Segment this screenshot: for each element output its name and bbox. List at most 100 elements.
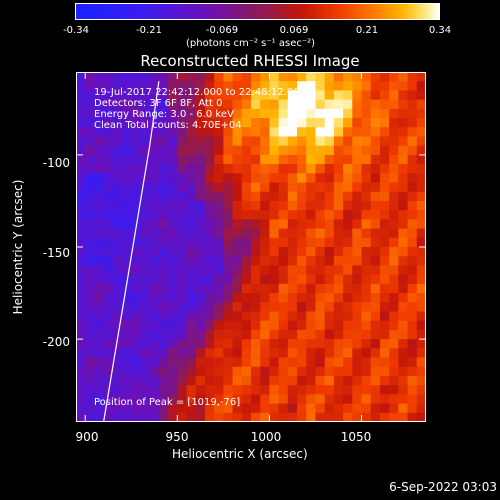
- heatmap-cell: [204, 182, 215, 193]
- heatmap-cell: [361, 348, 372, 359]
- heatmap-cell: [223, 265, 234, 276]
- heatmap-cell: [398, 366, 409, 377]
- heatmap-cell: [269, 293, 280, 303]
- heatmap-cell: [416, 385, 426, 395]
- heatmap-cell: [168, 81, 178, 92]
- heatmap-cell: [352, 164, 363, 174]
- heatmap-cell: [232, 72, 243, 82]
- heatmap-cell: [297, 394, 307, 405]
- heatmap-cell: [195, 237, 206, 248]
- heatmap-cell: [297, 173, 307, 184]
- heatmap-cell: [204, 320, 215, 331]
- heatmap-cell: [389, 72, 399, 82]
- heatmap-cell: [112, 173, 123, 184]
- heatmap-cell: [112, 210, 123, 220]
- heatmap-cell: [333, 385, 344, 395]
- heatmap-cell: [168, 90, 178, 101]
- heatmap-cell: [407, 375, 418, 386]
- heatmap-cell: [168, 164, 178, 174]
- heatmap-cell: [352, 412, 363, 422]
- heatmap-cell: [287, 329, 298, 340]
- heatmap-cell: [76, 164, 86, 174]
- heatmap-cell: [140, 274, 151, 285]
- heatmap-cell: [177, 182, 188, 193]
- heatmap-cell: [186, 191, 197, 202]
- heatmap-cell: [112, 320, 123, 331]
- heatmap-cell: [370, 237, 381, 248]
- heatmap-cell: [195, 348, 206, 359]
- heatmap-cell: [131, 394, 142, 405]
- heatmap-cell: [324, 375, 335, 386]
- heatmap-cell: [343, 219, 353, 230]
- heatmap-cell: [278, 329, 289, 340]
- heatmap-cell: [287, 164, 298, 174]
- heatmap-cell: [214, 164, 224, 174]
- heatmap-cell: [177, 256, 188, 267]
- heatmap-cell: [76, 256, 86, 267]
- heatmap-cell: [260, 154, 271, 165]
- heatmap-cell: [324, 228, 335, 239]
- heatmap-cell: [269, 108, 280, 119]
- colorbar-units: (photons cm⁻² s⁻¹ asec⁻²): [186, 38, 316, 49]
- heatmap-cell: [195, 164, 206, 174]
- heatmap-cell: [260, 81, 271, 92]
- heatmap-cell: [315, 182, 326, 193]
- heatmap-cell: [177, 154, 188, 165]
- heatmap-cell: [112, 403, 123, 414]
- heatmap-cell: [241, 173, 252, 184]
- heatmap-cell: [112, 182, 123, 193]
- heatmap-cell: [140, 247, 151, 257]
- heatmap-cell: [204, 108, 215, 119]
- heatmap-cell: [370, 329, 381, 340]
- heatmap-cell: [352, 403, 363, 414]
- heatmap-cell: [416, 219, 426, 230]
- heatmap-cell: [112, 274, 123, 285]
- heatmap-cell: [324, 127, 335, 138]
- heatmap-cell: [379, 283, 390, 294]
- heatmap-cell: [324, 99, 335, 110]
- heatmap-cell: [315, 329, 326, 340]
- heatmap-cell: [140, 293, 151, 303]
- heatmap-cell: [324, 145, 335, 156]
- heatmap-cell: [76, 302, 86, 313]
- heatmap-cell: [122, 348, 132, 359]
- heatmap-cell: [149, 366, 160, 377]
- heatmap-cell: [287, 366, 298, 377]
- heatmap-cell: [260, 118, 271, 128]
- heatmap-cell: [315, 219, 326, 230]
- heatmap-cell: [287, 302, 298, 313]
- heatmap-cell: [149, 173, 160, 184]
- heatmap-cell: [352, 228, 363, 239]
- heatmap-cell: [278, 108, 289, 119]
- heatmap-cell: [140, 154, 151, 165]
- heatmap-cell: [260, 108, 271, 119]
- heatmap-cell: [407, 311, 418, 322]
- heatmap-cell: [398, 72, 409, 82]
- heatmap-cell: [112, 412, 123, 422]
- heatmap-cell: [140, 210, 151, 220]
- heatmap-cell: [241, 81, 252, 92]
- heatmap-cell: [214, 136, 224, 147]
- heatmap-cell: [168, 127, 178, 138]
- heatmap-cell: [269, 339, 280, 349]
- heatmap-cell: [232, 127, 243, 138]
- heatmap-cell: [251, 154, 261, 165]
- heatmap-cell: [260, 339, 271, 349]
- heatmap-cell: [149, 90, 160, 101]
- heatmap-cell: [195, 256, 206, 267]
- heatmap-cell: [168, 200, 178, 211]
- heatmap-cell: [214, 173, 224, 184]
- heatmap-cell: [361, 256, 372, 267]
- heatmap-cell: [389, 127, 399, 138]
- heatmap-cell: [398, 293, 409, 303]
- heatmap-cell: [149, 219, 160, 230]
- heatmap-cell: [389, 247, 399, 257]
- heatmap-cell: [223, 311, 234, 322]
- heatmap-cell: [177, 385, 188, 395]
- heatmap-cell: [76, 329, 86, 340]
- heatmap-cell: [297, 329, 307, 340]
- heatmap-cell: [379, 293, 390, 303]
- heatmap-cell: [158, 256, 169, 267]
- heatmap-cell: [251, 283, 261, 294]
- heatmap-cell: [269, 403, 280, 414]
